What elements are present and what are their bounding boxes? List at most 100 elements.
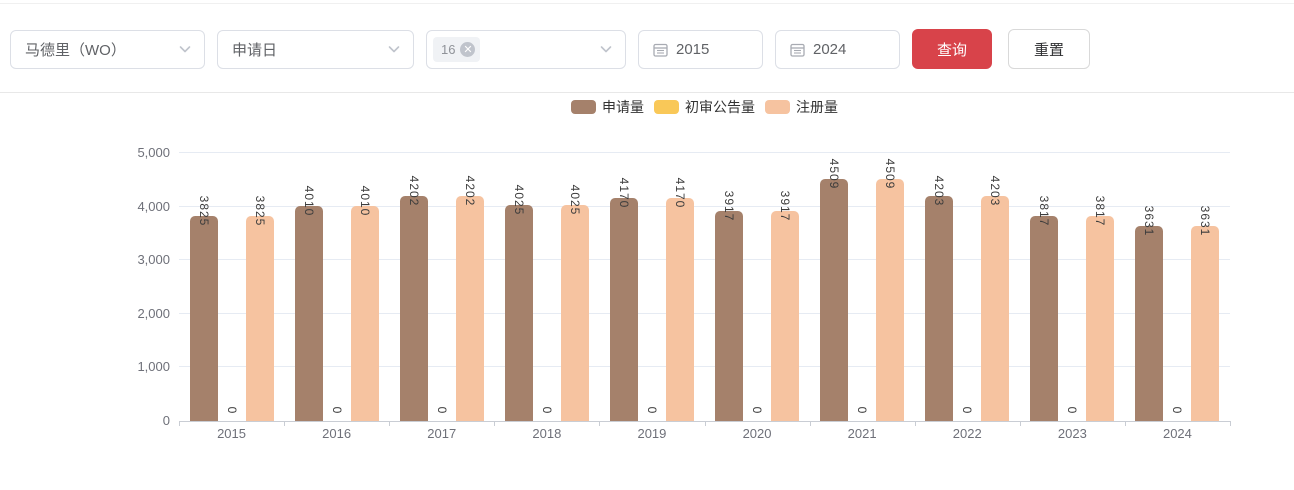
bar-value-label: 4509 <box>827 158 842 190</box>
x-tick-label-2019: 2019 <box>637 426 667 441</box>
bar-zero-label: 0 <box>539 406 554 414</box>
gridline-1000 <box>179 366 1230 368</box>
axis-tick <box>914 421 916 426</box>
class-tag: 16 ✕ <box>433 36 481 62</box>
bar-申请量-2023: 3817 <box>1030 196 1059 421</box>
bar-申请量-2016: 4010 <box>294 186 323 421</box>
x-tick-label-2018: 2018 <box>532 426 562 441</box>
class-tag-label: 16 <box>441 41 456 57</box>
bar-注册量-2019: 4170 <box>665 177 694 421</box>
bar-申请量-2015: 3825 <box>189 196 218 421</box>
bar-注册量-2021: 4509 <box>876 159 905 421</box>
bar-value-label: 4509 <box>883 158 898 190</box>
legend-item-申请量[interactable]: 申请量 <box>571 97 644 117</box>
legend-swatch <box>654 100 679 114</box>
region-select[interactable]: 马德里（WO） <box>10 29 205 69</box>
bar-注册量-2017: 4202 <box>455 175 484 421</box>
reset-button[interactable]: 重置 <box>1008 29 1090 69</box>
bar-group-2016: 4010 0 4010 <box>284 153 389 421</box>
x-tick-label-2021: 2021 <box>847 426 877 441</box>
gridline-2000 <box>179 312 1230 314</box>
bar-注册量-2018: 4025 <box>560 185 589 421</box>
bar-申请量-2019: 4170 <box>609 177 638 421</box>
legend-label: 初审公告量 <box>685 99 755 115</box>
axis-tick <box>1124 421 1126 426</box>
bar-注册量-2023: 3817 <box>1086 196 1115 421</box>
bar-group-2018: 4025 0 4025 <box>494 153 599 421</box>
plot-area: 3825 0 3825 4010 0 4010 4202 0 4202 4025 0 4025 4170… <box>179 152 1231 426</box>
bar-value-label: 4025 <box>567 184 582 216</box>
chevron-down-icon <box>600 46 612 53</box>
gridline-4000 <box>179 205 1230 207</box>
y-axis-labels: 0 1,000 2,000 3,000 4,000 5,000 <box>100 145 170 428</box>
y-tick-label: 2,000 <box>137 305 170 321</box>
bar-value-label: 4203 <box>988 175 1003 207</box>
bar-申请量-2017: 4202 <box>399 175 428 421</box>
start-year-value: 2015 <box>676 40 710 58</box>
bar-申请量-2024: 3631 <box>1135 206 1164 421</box>
bar-注册量-2015: 3825 <box>245 196 274 421</box>
y-tick-label: 4,000 <box>137 198 170 214</box>
bar-value-label: 4010 <box>301 185 316 217</box>
end-year-input[interactable]: 2024 <box>775 29 900 69</box>
legend-label: 申请量 <box>602 99 644 115</box>
axis-tick <box>494 421 496 426</box>
query-button[interactable]: 查询 <box>912 29 992 69</box>
bar-value-label: 4202 <box>406 175 421 207</box>
legend-item-注册量[interactable]: 注册量 <box>765 97 838 117</box>
legend-swatch <box>571 100 596 114</box>
bar-group-2015: 3825 0 3825 <box>179 153 284 421</box>
chart-legend: 申请量 初审公告量 注册量 <box>179 97 1230 117</box>
axis-tick <box>704 421 706 426</box>
bar-zero-label: 0 <box>1065 406 1080 414</box>
bar-value-label: 4025 <box>511 184 526 216</box>
chevron-down-icon <box>388 46 400 53</box>
axis-tick <box>389 421 391 426</box>
x-tick-label-2017: 2017 <box>427 426 457 441</box>
bar-value-label: 4203 <box>932 175 947 207</box>
class-select[interactable]: 16 ✕ <box>426 29 626 69</box>
bar-注册量-2022: 4203 <box>981 175 1010 421</box>
bar-zero-label: 0 <box>750 406 765 414</box>
bar-申请量-2018: 4025 <box>504 185 533 421</box>
bar-zero-label: 0 <box>329 406 344 414</box>
bar-申请量-2021: 4509 <box>820 159 849 421</box>
bar-value-label: 3631 <box>1142 206 1157 237</box>
calendar-icon <box>790 43 805 57</box>
start-year-input[interactable]: 2015 <box>638 29 763 69</box>
bar-申请量-2020: 3917 <box>715 191 744 421</box>
bar-group-2020: 3917 0 3917 <box>704 153 809 421</box>
bar-group-2019: 4170 0 4170 <box>599 153 704 421</box>
x-tick-label-2020: 2020 <box>742 426 772 441</box>
date-type-select-value: 申请日 <box>232 41 278 59</box>
x-tick-label-2022: 2022 <box>952 426 982 441</box>
bar-zero-label: 0 <box>960 406 975 414</box>
bar-value-label: 3817 <box>1037 196 1052 227</box>
axis-tick <box>284 421 286 426</box>
x-tick-label-2023: 2023 <box>1057 426 1087 441</box>
axis-tick <box>179 421 180 426</box>
bar-value-label: 3825 <box>196 195 211 227</box>
y-tick-label: 3,000 <box>137 252 170 268</box>
x-tick-label-2015: 2015 <box>217 426 246 441</box>
bar-value-label: 3917 <box>778 190 793 222</box>
y-tick-label: 5,000 <box>137 145 170 160</box>
bar-value-label: 3825 <box>252 195 267 227</box>
filter-divider <box>0 92 1294 93</box>
bar-value-label: 3917 <box>722 190 737 222</box>
date-type-select[interactable]: 申请日 <box>217 29 414 69</box>
bar-value-label: 3631 <box>1198 206 1213 237</box>
bar-group-2022: 4203 0 4203 <box>915 153 1020 421</box>
end-year-value: 2024 <box>813 40 847 58</box>
tag-remove-icon[interactable]: ✕ <box>460 41 476 57</box>
bar-zero-label: 0 <box>224 406 239 414</box>
legend-item-初审公告量[interactable]: 初审公告量 <box>654 97 755 117</box>
bar-zero-label: 0 <box>644 406 659 414</box>
axis-tick <box>809 421 811 426</box>
x-tick-label-2024: 2024 <box>1162 426 1192 441</box>
gridline-3000 <box>179 259 1230 261</box>
axis-tick <box>1019 421 1021 426</box>
region-select-value: 马德里（WO） <box>25 41 126 59</box>
filter-bar: 马德里（WO） 申请日 16 ✕ 2015 2024 查询 重置 <box>10 29 1090 69</box>
